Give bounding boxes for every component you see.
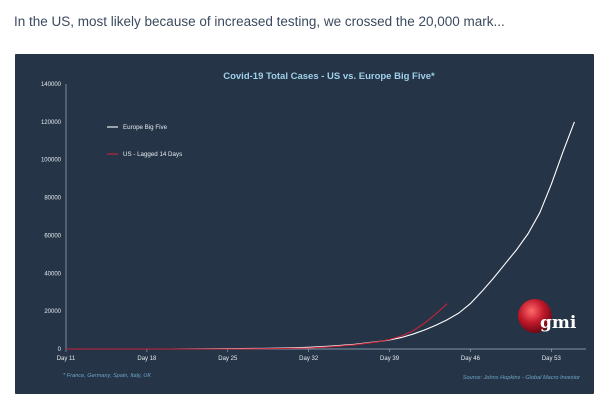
x-tick-label: Day 18 bbox=[137, 356, 157, 362]
x-tick-label: Day 46 bbox=[461, 356, 481, 362]
gmi-logo: gmi bbox=[518, 299, 577, 333]
footnote-right: Source: Johns Hopkins - Global Macro Inv… bbox=[463, 375, 581, 381]
chart-svg: Covid-19 Total Cases - US vs. Europe Big… bbox=[41, 71, 586, 381]
y-tick-label: 60000 bbox=[44, 233, 61, 239]
y-tick-label: 100000 bbox=[41, 158, 62, 164]
x-tick-label: Day 25 bbox=[218, 356, 238, 362]
y-tick-label: 140000 bbox=[41, 82, 62, 88]
legend: Europe Big Five US - Lagged 14 Days bbox=[107, 124, 182, 158]
series-line-us bbox=[66, 303, 448, 350]
y-tick-label: 40000 bbox=[44, 271, 61, 277]
x-tick-label: Day 39 bbox=[380, 356, 400, 362]
y-tick-label: 80000 bbox=[44, 196, 61, 202]
footnote-left: * France, Germany, Spain, Italy, UK bbox=[63, 373, 151, 379]
globe-icon bbox=[518, 299, 552, 333]
x-tick-label: Day 11 bbox=[57, 356, 76, 362]
x-tick-label: Day 32 bbox=[299, 356, 319, 362]
y-tick-label: 0 bbox=[58, 347, 62, 353]
chart-title: Covid-19 Total Cases - US vs. Europe Big… bbox=[223, 71, 435, 82]
chart-panel: Covid-19 Total Cases - US vs. Europe Big… bbox=[15, 54, 594, 394]
logo-text: gmi bbox=[540, 313, 577, 333]
legend-label: US - Lagged 14 Days bbox=[123, 151, 182, 158]
y-tick-label: 120000 bbox=[41, 120, 62, 126]
post-caption: In the US, most likely because of increa… bbox=[14, 14, 505, 29]
legend-label: Europe Big Five bbox=[123, 124, 168, 131]
y-tick-label: 20000 bbox=[44, 309, 61, 315]
x-tick-label: Day 53 bbox=[542, 356, 562, 362]
